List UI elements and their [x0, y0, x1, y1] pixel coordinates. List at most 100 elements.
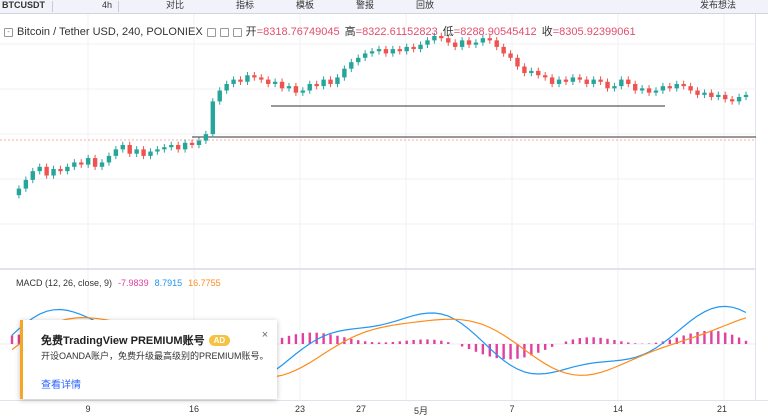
main-legend: - Bitcoin / Tether USD, 240, POLONIEX 开=…	[4, 25, 638, 39]
macd-histogram-bar	[370, 342, 374, 344]
macd-histogram-bar	[509, 344, 512, 360]
candle-body	[30, 171, 35, 180]
candle-body	[736, 97, 742, 102]
candle-body	[667, 86, 673, 89]
price-scale[interactable]	[756, 14, 768, 400]
candle-body	[210, 101, 216, 135]
macd-histogram-bar	[516, 344, 519, 359]
macd-signal-value: 16.7755	[188, 278, 221, 288]
ad-details-link[interactable]: 查看详情	[41, 380, 81, 391]
macd-histogram-bar	[495, 344, 498, 359]
hide-series-icon[interactable]	[206, 27, 216, 37]
candle-body	[238, 79, 243, 82]
candle-body	[182, 142, 188, 150]
macd-histogram-bar	[703, 330, 706, 344]
time-axis[interactable]: 9 16 23 27 5月 7 14 21	[0, 400, 768, 418]
series-more-icon[interactable]	[232, 27, 242, 37]
candle-body	[279, 81, 285, 89]
toolbar-divider	[118, 1, 119, 12]
candle-body	[570, 77, 576, 82]
candle-body	[23, 179, 29, 189]
macd-histogram-bar	[724, 332, 727, 344]
candle-body	[674, 83, 679, 89]
candle-body	[169, 145, 174, 148]
candle-body	[633, 83, 638, 91]
close-label: 收	[541, 26, 553, 38]
candle-body	[196, 140, 202, 145]
macd-line-value: 8.7915	[154, 278, 183, 288]
macd-histogram-bar	[447, 342, 450, 344]
candle-body	[709, 92, 714, 98]
symbol-search-button[interactable]: BTCUSDT	[2, 0, 45, 10]
macd-hist-value: -7.9839	[118, 278, 149, 288]
macd-histogram-bar	[571, 339, 575, 344]
candle-body	[293, 86, 299, 93]
macd-histogram-bar	[613, 340, 616, 344]
indicators-button[interactable]: 指标	[236, 0, 255, 10]
candle-body	[681, 83, 686, 87]
candle-body	[224, 83, 229, 91]
macd-histogram-bar	[592, 337, 595, 344]
ad-popup-title: 免费TradingView PREMIUM账号	[41, 335, 205, 347]
time-tick: 7	[509, 404, 515, 414]
macd-histogram-bar	[405, 340, 408, 344]
pane-divider[interactable]	[0, 268, 756, 270]
close-icon[interactable]: ×	[261, 329, 269, 341]
macd-histogram-bar	[647, 343, 651, 344]
candle-body	[127, 145, 132, 154]
candle-body	[646, 88, 652, 93]
candle-body	[480, 38, 486, 43]
macd-histogram-bar	[329, 334, 332, 344]
macd-histogram-bar	[315, 332, 318, 344]
candle-body	[106, 155, 112, 163]
macd-histogram-bar	[696, 331, 699, 344]
macd-histogram-bar	[412, 339, 415, 344]
macd-histogram-bar	[460, 344, 464, 347]
high-label: 高	[344, 26, 356, 38]
candle-body	[134, 149, 139, 154]
macd-histogram-bar	[322, 333, 325, 344]
candle-body	[272, 81, 278, 84]
replay-button[interactable]: 回放	[416, 0, 435, 10]
candle-body	[162, 147, 167, 150]
candle-body	[605, 81, 610, 89]
candle-body	[723, 94, 728, 100]
candle-body	[619, 79, 624, 87]
publish-idea-button[interactable]: 发布想法	[700, 0, 737, 10]
candle-body	[252, 75, 257, 78]
macd-histogram-bar	[564, 341, 568, 344]
series-settings-icon[interactable]	[219, 27, 229, 37]
macd-histogram-bar	[654, 342, 658, 344]
interval-button[interactable]: 4h	[102, 0, 113, 10]
candle-body	[113, 149, 119, 156]
alert-button[interactable]: 警报	[356, 0, 375, 10]
legend-collapse-icon[interactable]: -	[4, 27, 13, 37]
candle-body	[425, 40, 430, 45]
candle-body	[349, 62, 354, 69]
macd-histogram-bar	[668, 339, 672, 344]
candle-body	[51, 168, 56, 176]
macd-histogram-bar	[336, 335, 339, 344]
candle-body	[466, 40, 472, 45]
low-value: =8288.90545412	[453, 26, 537, 38]
candle-body	[716, 94, 721, 98]
time-tick: 9	[85, 404, 91, 414]
close-value: =8305.92399061	[552, 26, 636, 38]
candle-body	[120, 145, 125, 150]
candle-body	[494, 40, 499, 47]
macd-histogram-bar	[10, 335, 14, 344]
compare-button[interactable]: 对比	[166, 0, 185, 10]
macd-histogram-bar	[599, 337, 602, 344]
chart-canvas[interactable]	[0, 14, 756, 400]
candle-body	[508, 53, 513, 58]
time-tick: 14	[612, 404, 624, 414]
macd-histogram-bar	[350, 338, 353, 344]
candle-body	[307, 83, 312, 91]
macd-histogram-bar	[384, 342, 388, 344]
time-tick: 5月	[413, 406, 429, 416]
main-chart-area[interactable]	[0, 14, 756, 400]
ad-badge: AD	[208, 334, 231, 346]
templates-button[interactable]: 模板	[296, 0, 315, 10]
candle-body	[487, 38, 492, 41]
